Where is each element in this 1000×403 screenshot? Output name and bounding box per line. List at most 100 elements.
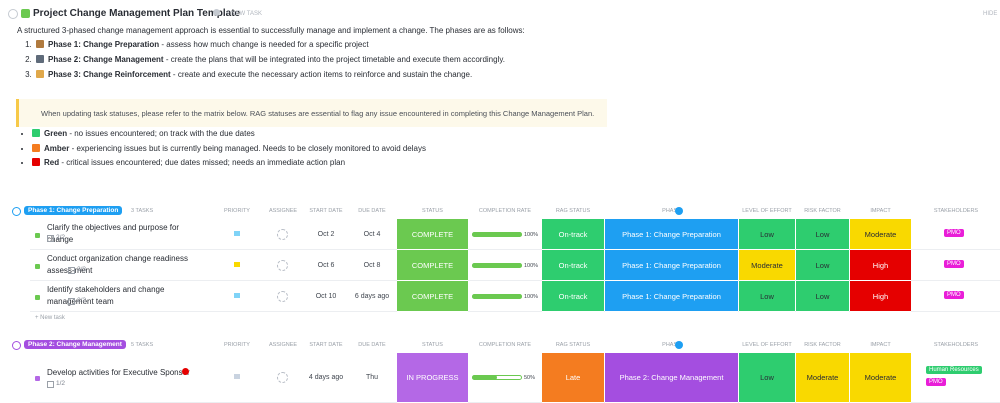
column-header[interactable]: RISK FACTOR xyxy=(804,342,841,348)
risk-cell[interactable]: Moderate xyxy=(796,353,849,403)
phase-item: Phase 3: Change Reinforcement - create a… xyxy=(34,67,505,82)
assignee-icon[interactable] xyxy=(277,259,288,271)
column-header[interactable]: RAG STATUS xyxy=(555,208,591,214)
new-task-link[interactable]: + New task xyxy=(35,315,65,321)
start-date[interactable]: Oct 10 xyxy=(315,292,337,300)
group-toggle[interactable] xyxy=(12,207,21,216)
column-header[interactable]: PHASE xyxy=(662,342,681,348)
column-header[interactable]: COMPLETION RATE xyxy=(478,342,532,348)
add-column-icon[interactable] xyxy=(675,207,683,215)
rag-swatch xyxy=(32,143,40,152)
rag-cell[interactable]: On-track xyxy=(542,281,604,312)
priority-flag[interactable] xyxy=(234,261,240,267)
status-cell[interactable]: COMPLETE xyxy=(397,281,468,312)
phase-icon xyxy=(36,55,44,63)
task-name[interactable]: Identify stakeholders and change managem… xyxy=(47,285,165,306)
subtask-count[interactable]: 2/2 xyxy=(56,234,66,241)
column-header[interactable]: RISK FACTOR xyxy=(804,208,841,214)
column-header[interactable]: STAKEHOLDERS xyxy=(933,342,979,348)
status-cell[interactable]: IN PROGRESS xyxy=(397,353,468,403)
effort-cell[interactable]: Low xyxy=(739,219,795,250)
group-name[interactable]: Phase 2: Change Management xyxy=(24,340,126,349)
task-name[interactable]: Develop activities for Executive Sponsor xyxy=(47,368,190,377)
column-header[interactable]: LEVEL OF EFFORT xyxy=(742,208,792,214)
info-icon[interactable] xyxy=(213,9,220,16)
rag-cell[interactable]: Late xyxy=(542,353,604,403)
start-date[interactable]: Oct 2 xyxy=(317,230,335,238)
phase-cell[interactable]: Phase 1: Change Preparation xyxy=(605,281,738,312)
column-header[interactable]: STAKEHOLDERS xyxy=(933,208,979,214)
column-header[interactable]: DUE DATE xyxy=(358,342,386,348)
add-column-icon[interactable] xyxy=(675,341,683,349)
effort-cell[interactable]: Moderate xyxy=(739,250,795,281)
task-status-dot[interactable] xyxy=(35,376,40,381)
due-date[interactable]: 6 days ago xyxy=(354,292,390,300)
subtask-count[interactable]: 3/3 xyxy=(77,266,87,273)
effort-cell[interactable]: Low xyxy=(739,281,795,312)
priority-flag[interactable] xyxy=(234,374,240,379)
phase-cell[interactable]: Phase 1: Change Preparation xyxy=(605,219,738,250)
group-toggle[interactable] xyxy=(12,341,21,350)
rag-cell[interactable]: On-track xyxy=(542,250,604,281)
column-header[interactable]: LEVEL OF EFFORT xyxy=(742,342,792,348)
stakeholder-tag[interactable]: PMO xyxy=(926,378,946,386)
column-header[interactable]: ASSIGNEE xyxy=(268,208,298,214)
assignee-icon[interactable] xyxy=(277,290,288,302)
column-header[interactable]: STATUS xyxy=(422,208,443,214)
new-task-button[interactable]: + NEW TASK xyxy=(226,11,262,17)
column-header[interactable]: STATUS xyxy=(422,342,443,348)
task-name[interactable]: Conduct organization change readiness as… xyxy=(47,254,188,275)
column-header[interactable]: IMPACT xyxy=(870,342,891,348)
column-header[interactable]: RAG STATUS xyxy=(555,342,591,348)
risk-cell[interactable]: Low xyxy=(796,281,849,312)
column-header[interactable]: DUE DATE xyxy=(358,208,386,214)
column-header[interactable]: PRIORITY xyxy=(224,342,250,348)
column-header[interactable]: COMPLETION RATE xyxy=(478,208,532,214)
status-cell[interactable]: COMPLETE xyxy=(397,250,468,281)
task-name[interactable]: Clarify the objectives and purpose for c… xyxy=(47,223,180,244)
impact-cell[interactable]: High xyxy=(850,281,911,312)
start-date[interactable]: Oct 6 xyxy=(317,261,335,269)
stakeholder-tag[interactable]: Human Resources xyxy=(926,366,982,374)
column-header[interactable]: ASSIGNEE xyxy=(268,342,298,348)
impact-cell[interactable]: Moderate xyxy=(850,219,911,250)
column-header[interactable]: PHASE xyxy=(662,208,681,214)
row-divider xyxy=(30,280,1000,281)
impact-cell[interactable]: Moderate xyxy=(850,353,911,403)
priority-flag[interactable] xyxy=(234,230,240,236)
subtask-count[interactable]: 1/2 xyxy=(56,380,66,387)
column-header[interactable]: IMPACT xyxy=(870,208,891,214)
stakeholder-tag[interactable]: PMO xyxy=(944,228,964,237)
effort-cell[interactable]: Low xyxy=(739,353,795,403)
priority-flag[interactable] xyxy=(234,292,240,298)
assignee-icon[interactable] xyxy=(277,228,288,240)
column-header[interactable]: START DATE xyxy=(309,342,343,348)
task-status-dot[interactable] xyxy=(35,232,40,238)
blocker-icon xyxy=(182,368,189,375)
hide-button[interactable]: HIDE xyxy=(983,11,998,17)
column-header[interactable]: PRIORITY xyxy=(224,208,250,214)
assignee-icon[interactable] xyxy=(277,372,288,383)
due-date[interactable]: Thu xyxy=(365,374,379,381)
task-status-dot[interactable] xyxy=(35,263,40,269)
column-header[interactable]: START DATE xyxy=(309,208,343,214)
risk-cell[interactable]: Low xyxy=(796,250,849,281)
phase-name: Phase 3: Change Reinforcement xyxy=(48,70,171,79)
task-status-dot[interactable] xyxy=(35,294,40,300)
start-date[interactable]: 4 days ago xyxy=(308,374,344,381)
phase-cell[interactable]: Phase 2: Change Management xyxy=(605,353,738,403)
rag-cell[interactable]: On-track xyxy=(542,219,604,250)
due-date[interactable]: Oct 4 xyxy=(363,230,381,238)
impact-cell[interactable]: High xyxy=(850,250,911,281)
subtask-count[interactable]: 2/2 xyxy=(77,297,87,304)
stakeholder-tag[interactable]: PMO xyxy=(944,290,964,299)
status-cell[interactable]: COMPLETE xyxy=(397,219,468,250)
phase-cell[interactable]: Phase 1: Change Preparation xyxy=(605,250,738,281)
risk-cell[interactable]: Low xyxy=(796,219,849,250)
list-title[interactable]: Project Change Management Plan Template xyxy=(33,8,241,19)
subtask-icon xyxy=(47,381,54,388)
stakeholder-tag[interactable]: PMO xyxy=(944,259,964,268)
due-date[interactable]: Oct 8 xyxy=(363,261,381,269)
collapse-icon[interactable] xyxy=(8,9,18,19)
group-name[interactable]: Phase 1: Change Preparation xyxy=(24,206,123,215)
